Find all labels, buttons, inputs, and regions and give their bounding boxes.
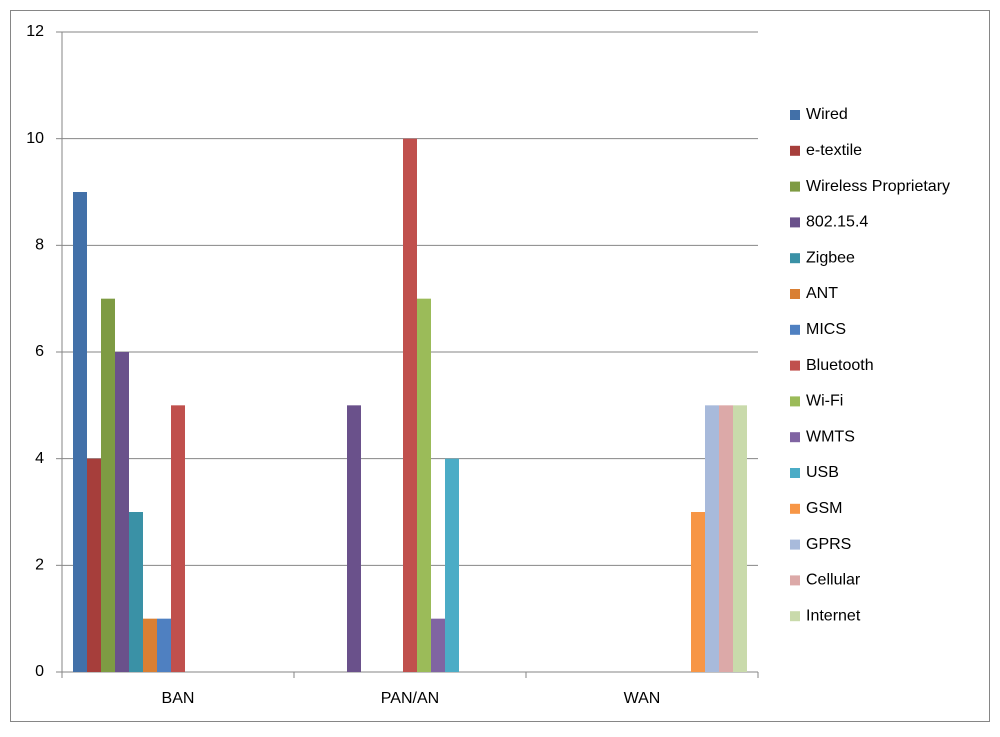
legend-label: 802.15.4: [806, 214, 868, 231]
bar: [417, 298, 431, 672]
legend-label: ANT: [806, 285, 838, 302]
bar: [73, 192, 87, 672]
bar: [705, 405, 719, 672]
legend-swatch: [790, 145, 800, 156]
legend-swatch: [790, 432, 800, 443]
legend-label: GPRS: [806, 536, 851, 553]
legend-label: Cellular: [806, 572, 861, 589]
legend-label: Wireless Proprietary: [806, 178, 950, 195]
bar: [101, 298, 115, 672]
bar: [445, 458, 459, 672]
legend-swatch: [790, 253, 800, 264]
legend-label: Wired: [806, 106, 848, 123]
bar: [115, 352, 129, 672]
legend-swatch: [790, 575, 800, 586]
legend-swatch: [790, 539, 800, 550]
legend-swatch: [790, 217, 800, 228]
legend-label: e-textile: [806, 142, 862, 159]
y-tick-label: 12: [26, 23, 44, 40]
bar: [719, 405, 733, 672]
y-tick-label: 2: [35, 557, 44, 574]
legend-swatch: [790, 360, 800, 371]
bar: [171, 405, 185, 672]
x-tick-label: WAN: [624, 690, 661, 707]
legend-swatch: [790, 396, 800, 407]
x-tick-label: PAN/AN: [381, 690, 439, 707]
legend-swatch: [790, 611, 800, 622]
legend-swatch: [790, 503, 800, 514]
bar: [691, 512, 705, 672]
legend-label: Zigbee: [806, 249, 855, 266]
legend-swatch: [790, 468, 800, 478]
legend-label: GSM: [806, 500, 842, 517]
bar: [143, 618, 157, 672]
legend-swatch: [790, 324, 800, 335]
bar: [431, 618, 445, 672]
y-tick-label: 10: [26, 130, 44, 147]
legend-label: MICS: [806, 321, 846, 338]
legend-label: USB: [806, 464, 839, 481]
bar: [403, 138, 417, 672]
y-tick-label: 6: [35, 343, 44, 360]
bar: [733, 405, 747, 672]
legend-swatch: [790, 181, 800, 192]
bar: [129, 512, 143, 672]
bar: [347, 405, 361, 672]
legend-label: Wi-Fi: [806, 393, 843, 410]
y-tick-label: 0: [35, 663, 44, 680]
legend-swatch: [790, 289, 800, 299]
legend-label: WMTS: [806, 428, 855, 445]
legend-label: Bluetooth: [806, 357, 874, 374]
bar: [87, 458, 101, 672]
y-tick-label: 4: [35, 450, 44, 467]
x-tick-label: BAN: [162, 690, 195, 707]
bar: [157, 618, 171, 672]
legend-label: Internet: [806, 607, 861, 624]
legend-swatch: [790, 110, 800, 120]
y-tick-label: 8: [35, 237, 44, 254]
